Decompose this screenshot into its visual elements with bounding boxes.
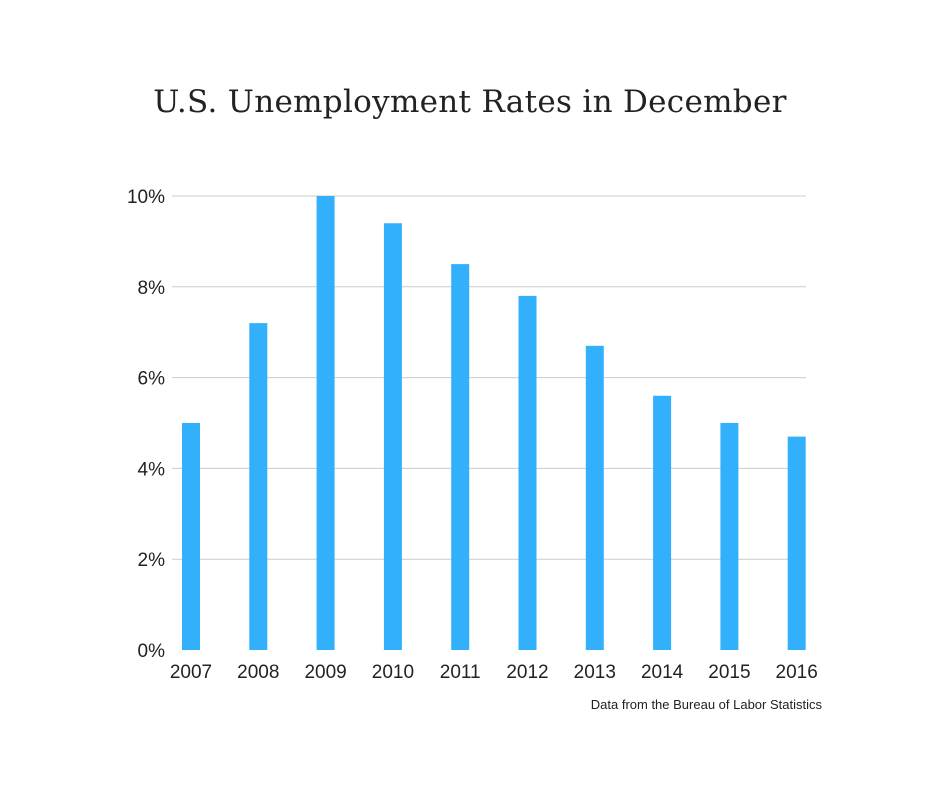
gridlines <box>172 195 806 560</box>
x-tick-label: 2010 <box>372 662 414 683</box>
bar-2011 <box>451 264 470 650</box>
x-tick-label: 2008 <box>237 662 279 683</box>
bar-2010 <box>383 223 402 651</box>
bar-2015 <box>720 423 739 650</box>
x-axis-tick-labels: 2007 2008 2009 2010 2011 2012 2013 2014 2015 2016 <box>170 662 818 683</box>
y-axis-tick-labels: 0% 2% 4% 6% 8% 10% <box>127 187 165 662</box>
bar-2012 <box>518 295 537 650</box>
y-tick-label: 4% <box>138 459 166 480</box>
bar-2007 <box>182 423 200 650</box>
y-tick-label: 2% <box>138 550 166 571</box>
x-tick-label: 2007 <box>170 662 212 683</box>
bar-2014 <box>653 395 672 650</box>
y-tick-label: 10% <box>127 187 165 208</box>
bar-2008 <box>249 323 268 650</box>
bar-2013 <box>585 345 604 650</box>
y-tick-label: 0% <box>138 641 166 662</box>
x-tick-label: 2011 <box>440 662 481 683</box>
x-tick-label: 2015 <box>708 662 750 683</box>
y-tick-label: 6% <box>138 369 166 390</box>
source-note: Data from the Bureau of Labor Statistics <box>590 697 822 712</box>
x-tick-label: 2016 <box>776 662 818 683</box>
x-tick-label: 2013 <box>574 662 616 683</box>
x-tick-label: 2009 <box>304 662 346 683</box>
bar-2016 <box>787 436 806 650</box>
y-tick-label: 8% <box>138 278 166 299</box>
x-tick-label: 2012 <box>506 662 548 683</box>
bar-2009 <box>316 196 335 650</box>
bars <box>182 196 806 651</box>
chart-title: U.S. Unemployment Rates in December <box>153 84 787 120</box>
x-tick-label: 2014 <box>641 662 684 683</box>
